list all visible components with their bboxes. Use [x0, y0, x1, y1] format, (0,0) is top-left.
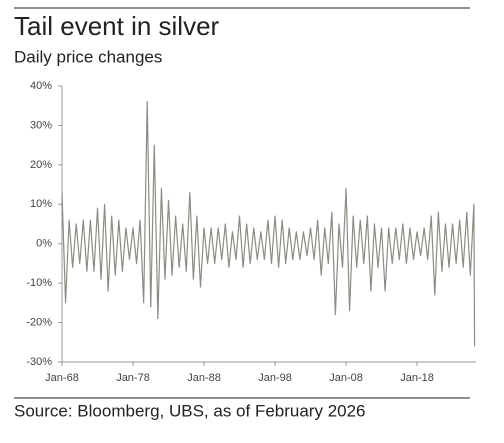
y-tick-label: 10%: [30, 198, 52, 210]
x-tick-label: Jan-68: [45, 372, 79, 384]
x-tick-label: Jan-78: [116, 372, 150, 384]
y-tick-label: 0%: [36, 238, 52, 250]
x-tick-label: Jan-98: [258, 372, 292, 384]
x-tick-label: Jan-08: [329, 372, 363, 384]
y-tick-label: 20%: [30, 159, 52, 171]
data-line: [61, 101, 476, 347]
y-tick-label: 30%: [30, 119, 52, 131]
chart-subtitle: Daily price changes: [14, 47, 162, 66]
y-tick-label: -10%: [26, 277, 52, 289]
source-note: Source: Bloomberg, UBS, as of February 2…: [14, 401, 366, 420]
chart-title: Tail event in silver: [14, 11, 220, 41]
y-tick-label: 40%: [30, 80, 52, 92]
x-tick-label: Jan-88: [187, 372, 221, 384]
y-tick-label: -30%: [26, 356, 52, 368]
y-tick-label: -20%: [26, 316, 52, 328]
x-tick-label: Jan-18: [400, 372, 434, 384]
